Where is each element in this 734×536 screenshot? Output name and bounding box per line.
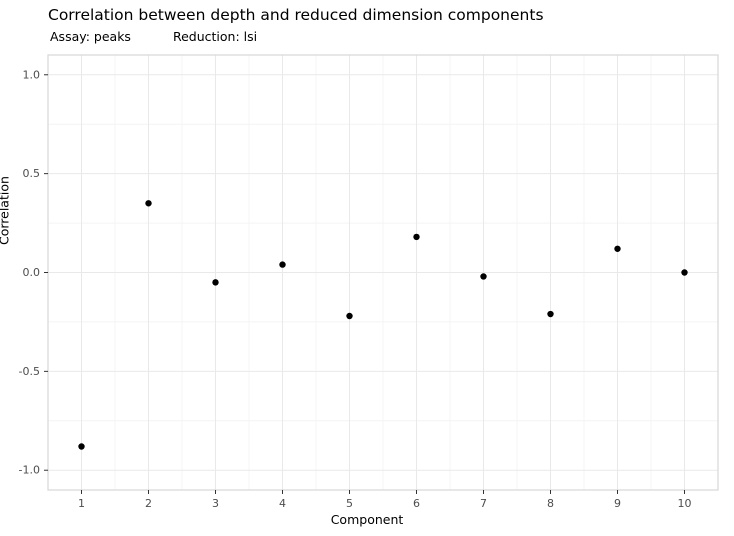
y-tick-label: 0.0	[23, 266, 41, 279]
y-tick-label: 1.0	[23, 68, 41, 81]
subtitle-reduction: Reduction: lsi	[172, 29, 258, 44]
data-point	[279, 261, 286, 268]
data-point	[681, 269, 688, 276]
data-point	[78, 443, 85, 450]
chart-title: Correlation between depth and reduced di…	[48, 6, 544, 24]
x-tick-label: 10	[678, 497, 692, 510]
data-point	[212, 279, 219, 286]
y-tick-label: -0.5	[19, 365, 40, 378]
data-point	[346, 312, 353, 320]
chart-subtitle: Assay: peaks Reduction: lsi	[50, 29, 257, 44]
data-point	[614, 245, 621, 252]
x-tick-label: 2	[145, 497, 152, 510]
x-axis-label: Component	[330, 512, 404, 527]
x-tick-label: 6	[413, 497, 420, 510]
x-tick-label: 3	[212, 497, 219, 510]
y-axis-label: Correlation	[0, 176, 12, 246]
data-point	[413, 233, 420, 241]
x-tick-label: 7	[480, 497, 487, 510]
data-point	[145, 200, 152, 207]
y-tick-label: 0.5	[23, 167, 41, 180]
x-tick-label: 4	[279, 497, 286, 510]
x-tick-label: 9	[614, 497, 621, 510]
data-point	[480, 273, 487, 280]
data-point	[547, 310, 554, 318]
x-tick-label: 1	[78, 497, 85, 510]
x-tick-label: 5	[346, 497, 353, 510]
x-tick-label: 8	[547, 497, 554, 510]
subtitle-assay: Assay: peaks	[50, 29, 131, 44]
y-tick-label: -1.0	[19, 464, 40, 477]
